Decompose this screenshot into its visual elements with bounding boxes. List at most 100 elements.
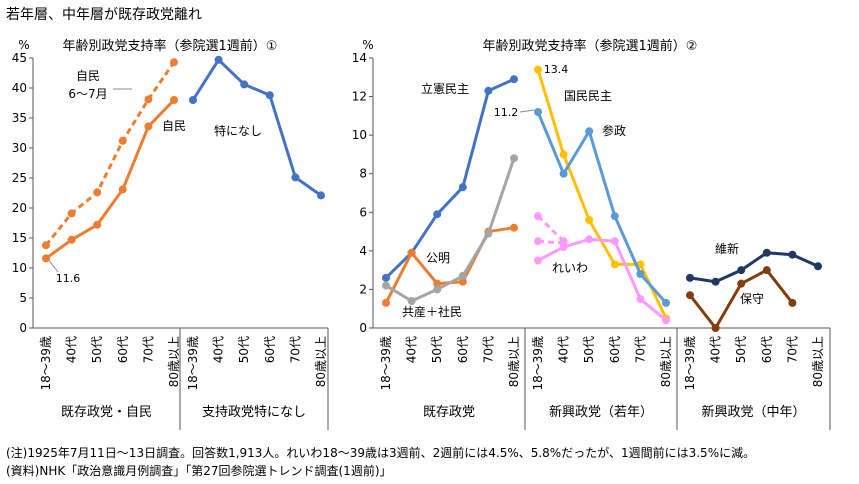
data-point-参政: [610, 212, 619, 221]
data-point-立憲民主: [433, 210, 442, 219]
data-point-れいわ: [662, 316, 670, 325]
data-point-公明: [433, 279, 442, 288]
data-point-特になし: [265, 91, 274, 100]
page-title: 若年層、中年層が既存政党離れ: [6, 7, 202, 23]
data-point-国民民主: [610, 260, 619, 269]
data-point-参政: [585, 127, 594, 136]
chart-2-ytick: 6: [359, 205, 367, 219]
data-point-れいわ: [610, 237, 619, 246]
chart-2-x-tick: 18〜39歳: [683, 336, 697, 391]
data-point-共産＋社民: [433, 285, 442, 294]
data-point-自民-6〜7月: [144, 95, 153, 104]
chart-2-x-tick: 70代: [633, 336, 647, 363]
data-point-自民: [118, 185, 127, 194]
chart-1-group-label: 既存政党・自民: [61, 405, 152, 420]
data-point-国民民主: [585, 216, 594, 224]
data-point-series: [559, 239, 568, 248]
data-point-国民民主: [534, 65, 542, 74]
data-point-立憲民主: [484, 86, 493, 95]
footnote: (注)1925年7月11日〜13日調査。回答数1,913人。れいわ18〜39歳は…: [6, 446, 756, 460]
chart-1-ytick: 40: [12, 81, 27, 95]
chart-1-x-tick: 60代: [263, 336, 277, 363]
chart-2-ytick: 4: [359, 244, 367, 258]
chart-1-x-tick: 80歳以上: [167, 336, 181, 387]
data-point-参政: [559, 169, 568, 178]
series-line-自民-6〜7月: [44, 61, 176, 247]
data-point-共産＋社民: [458, 271, 467, 280]
data-point-保守: [737, 279, 746, 288]
chart-1-ytick: 45: [12, 51, 27, 65]
data-point-維新: [737, 266, 746, 275]
chart-2-unit: %: [362, 38, 373, 52]
chart-1-ytick: 30: [12, 141, 27, 155]
series-line-参政: [536, 111, 668, 304]
chart-2-group-label: 既存政党: [423, 405, 475, 420]
data-point-自民-6〜7月: [42, 241, 50, 250]
chart-2-x-tick: 50代: [582, 336, 596, 363]
data-point-維新: [762, 248, 771, 257]
data-point-参政: [662, 298, 670, 307]
data-point-立憲民主: [510, 75, 518, 84]
data-point-自民: [144, 122, 153, 131]
chart-2-ytick: 0: [359, 321, 367, 335]
series-line-れいわ: [537, 237, 667, 322]
chart-1-ytick: 35: [12, 111, 27, 125]
chart-1-x-tick: 50代: [90, 336, 104, 363]
chart-2-x-tick: 50代: [734, 336, 748, 363]
data-point-自民: [93, 220, 102, 229]
chart-2-ytick: 14: [352, 51, 367, 65]
chart-1-unit: %: [18, 38, 29, 52]
chart-2-x-tick: 60代: [760, 336, 774, 363]
data-point-維新: [788, 250, 797, 259]
annotation-leader: [46, 257, 59, 273]
chart-2-x-tick: 18〜39歳: [531, 336, 545, 391]
data-point-共産＋社民: [407, 297, 416, 305]
data-point-保守: [686, 291, 694, 300]
data-point-自民-6〜7月: [118, 136, 127, 145]
chart-1-group-label: 支持政党特になし: [202, 405, 306, 420]
series-line-共産＋社民: [385, 157, 516, 303]
chart-2-x-tick: 60代: [608, 336, 622, 363]
chart-2-x-tick: 18〜39歳: [379, 336, 393, 391]
chart-2-annotation: 13.4: [544, 63, 569, 76]
data-point-自民-6〜7月: [93, 188, 102, 197]
data-point-共産＋社民: [510, 154, 518, 163]
chart-1-ytick: 5: [19, 291, 27, 305]
data-point-公明: [382, 298, 390, 307]
series-label-公明: 公明: [426, 251, 450, 265]
data-point-国民民主: [559, 150, 568, 159]
data-point-保守: [788, 298, 797, 307]
data-point-特になし: [214, 55, 223, 64]
data-point-自民: [67, 235, 76, 244]
chart-1-x-tick: 50代: [237, 336, 251, 363]
data-point-参政: [534, 108, 542, 116]
data-point-維新: [686, 273, 694, 282]
chart-2-ytick: 8: [359, 167, 367, 181]
data-point-共産＋社民: [484, 229, 493, 238]
data-point-特になし: [189, 96, 197, 104]
chart-2-x-tick: 70代: [785, 336, 799, 363]
chart-2-annotation: 11.2: [494, 106, 519, 119]
series-label-国民民主: 国民民主: [564, 89, 612, 103]
chart-1-ytick: 20: [12, 201, 27, 215]
chart-2-group-label: 新興政党（中年）: [701, 404, 805, 420]
series-label-自民: 自民: [162, 119, 186, 133]
chart-2-title: 年齢別政党支持率（参院選1週前）②: [483, 38, 698, 54]
chart-2-x-tick: 80歳以上: [659, 336, 673, 387]
data-point-series: [534, 237, 542, 246]
data-point-れいわ: [585, 235, 594, 244]
series-line-維新: [689, 251, 819, 284]
series-label-特になし: 特になし: [214, 123, 262, 138]
data-point-公明: [458, 277, 467, 286]
series-line-自民: [45, 98, 176, 260]
chart-2-x-tick: 40代: [557, 336, 571, 363]
series-label-共産＋社民: 共産＋社民: [402, 304, 462, 319]
data-point-立憲民主: [382, 273, 390, 282]
chart-2-x-tick: 50代: [430, 336, 444, 363]
series-line-series: [536, 215, 565, 243]
chart-1-x-tick: 40代: [212, 336, 226, 363]
data-point-自民-6〜7月: [67, 209, 76, 218]
data-point-公明: [510, 223, 518, 232]
data-point-自民: [42, 254, 50, 263]
source-note: (資料)NHK「政治意識月例調査」「第27回参院選トレンド調査(1週前)」: [6, 464, 392, 478]
